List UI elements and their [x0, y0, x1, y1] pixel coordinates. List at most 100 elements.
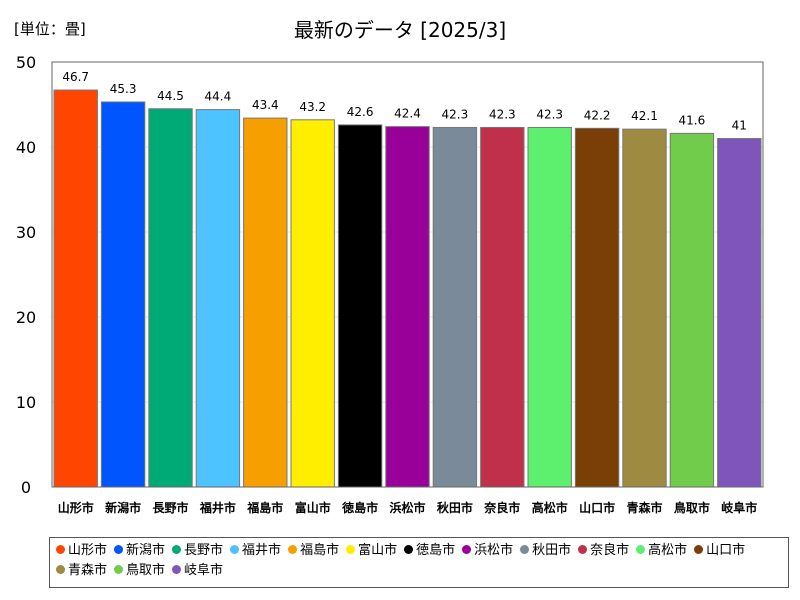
legend-label: 鳥取市	[126, 563, 166, 578]
legend-label: 徳島市	[416, 543, 456, 558]
legend-label: 山口市	[706, 543, 746, 558]
legend-label: 浜松市	[474, 543, 514, 558]
legend-label: 長野市	[184, 543, 224, 558]
legend-item: 新潟市	[114, 541, 165, 561]
bar-value-label: 42.3	[442, 107, 469, 121]
bar	[53, 89, 98, 488]
legend-item: 長野市	[172, 541, 223, 561]
legend-label: 岐阜市	[184, 563, 224, 578]
bar-value-label: 44.5	[157, 89, 184, 103]
chart-title: 最新のデータ [2025/3]	[293, 18, 507, 42]
legend-label: 福井市	[242, 543, 282, 558]
x-tick-label: 浜松市	[389, 500, 425, 515]
legend-dot-icon	[578, 545, 588, 554]
legend-dot-icon	[114, 545, 124, 554]
bar-value-label: 42.1	[631, 109, 658, 123]
legend-dot-icon	[636, 545, 646, 554]
bar	[337, 124, 383, 488]
legend-item: 岐阜市	[172, 561, 223, 581]
bar-value-label: 42.3	[536, 107, 563, 121]
bar-value-label: 46.7	[62, 70, 89, 84]
bar-value-label: 42.6	[347, 105, 374, 119]
bar	[480, 126, 525, 488]
x-tick-label: 青森市	[626, 500, 662, 515]
legend-dot-icon	[346, 545, 356, 554]
bar-value-label: 44.4	[205, 90, 232, 104]
x-tick-label: 高松市	[532, 500, 568, 515]
legend-dot-icon	[694, 545, 704, 554]
legend-label: 青森市	[68, 563, 108, 578]
bar	[385, 126, 430, 488]
bar-value-label: 43.2	[299, 100, 326, 114]
legend-label: 秋田市	[532, 543, 572, 558]
legend-label: 富山市	[358, 543, 398, 558]
legend-dot-icon	[56, 545, 65, 554]
bar	[622, 128, 667, 488]
y-tick-label: 50	[16, 53, 36, 72]
plot-frame	[51, 61, 764, 488]
legend-item: 高松市	[636, 541, 687, 561]
x-tick-label: 岐阜市	[721, 500, 757, 515]
y-tick-label: 40	[16, 138, 36, 157]
legend-dot-icon	[404, 545, 414, 554]
y-tick-label: 0	[21, 478, 31, 497]
legend-dot-icon	[230, 545, 240, 554]
legend: 山形市 新潟市 長野市 福井市 福島市 富山市 徳島市 浜松市 秋田市 奈良市 高松市 山口市青森市 鳥…	[49, 537, 789, 588]
bar-value-label: 41	[732, 119, 747, 133]
bar	[574, 127, 620, 488]
x-tick-label: 山形市	[58, 500, 94, 515]
legend-item: 山口市	[694, 541, 745, 561]
unit-label: [単位：畳]	[14, 20, 86, 38]
legend-item: 青森市	[56, 561, 107, 581]
x-tick-label: 鳥取市	[674, 500, 710, 515]
legend-dot-icon	[172, 545, 182, 554]
legend-item: 富山市	[346, 541, 397, 561]
legend-label: 福島市	[300, 543, 340, 558]
legend-dot-icon	[520, 545, 530, 554]
legend-item: 徳島市	[404, 541, 455, 561]
legend-dot-icon	[288, 545, 298, 554]
bar-value-label: 43.4	[252, 98, 279, 112]
legend-label: 奈良市	[590, 543, 630, 558]
bar	[432, 126, 478, 488]
legend-item: 奈良市	[578, 541, 629, 561]
x-tick-label: 富山市	[295, 500, 331, 515]
legend-item: 秋田市	[520, 541, 571, 561]
bar	[100, 101, 146, 488]
x-tick-label: 山口市	[579, 500, 615, 515]
bar	[669, 132, 715, 488]
legend-dot-icon	[172, 565, 182, 574]
x-tick-label: 徳島市	[341, 500, 378, 515]
legend-label: 新潟市	[126, 543, 166, 558]
bar-value-label: 42.4	[394, 107, 421, 121]
bar	[717, 138, 762, 488]
bar-value-label: 45.3	[110, 82, 137, 96]
y-tick-label: 10	[16, 393, 36, 412]
bar	[195, 109, 241, 488]
bar	[290, 119, 335, 488]
legend-item: 福島市	[288, 541, 339, 561]
bar	[527, 126, 572, 488]
x-tick-label: 奈良市	[483, 500, 520, 515]
legend-item: 鳥取市	[114, 561, 165, 581]
bar-value-label: 42.2	[584, 108, 611, 122]
bar-value-label: 42.3	[489, 107, 516, 121]
x-tick-label: 福井市	[199, 500, 236, 515]
bar	[243, 117, 288, 488]
y-tick-label: 30	[16, 223, 36, 242]
legend-dot-icon	[114, 565, 124, 574]
legend-dot-icon	[462, 545, 472, 554]
x-tick-label: 新潟市	[105, 500, 141, 515]
x-tick-label: 長野市	[152, 500, 188, 515]
x-tick-label: 福島市	[246, 500, 283, 515]
x-tick-label: 秋田市	[437, 500, 473, 515]
y-tick-label: 20	[16, 308, 36, 327]
legend-item: 浜松市	[462, 541, 513, 561]
legend-label: 高松市	[648, 543, 688, 558]
bar-value-label: 41.6	[679, 113, 706, 127]
bar	[148, 108, 193, 488]
legend-item: 福井市	[230, 541, 281, 561]
legend-label: 山形市	[68, 543, 108, 558]
legend-item: 山形市	[56, 541, 107, 561]
